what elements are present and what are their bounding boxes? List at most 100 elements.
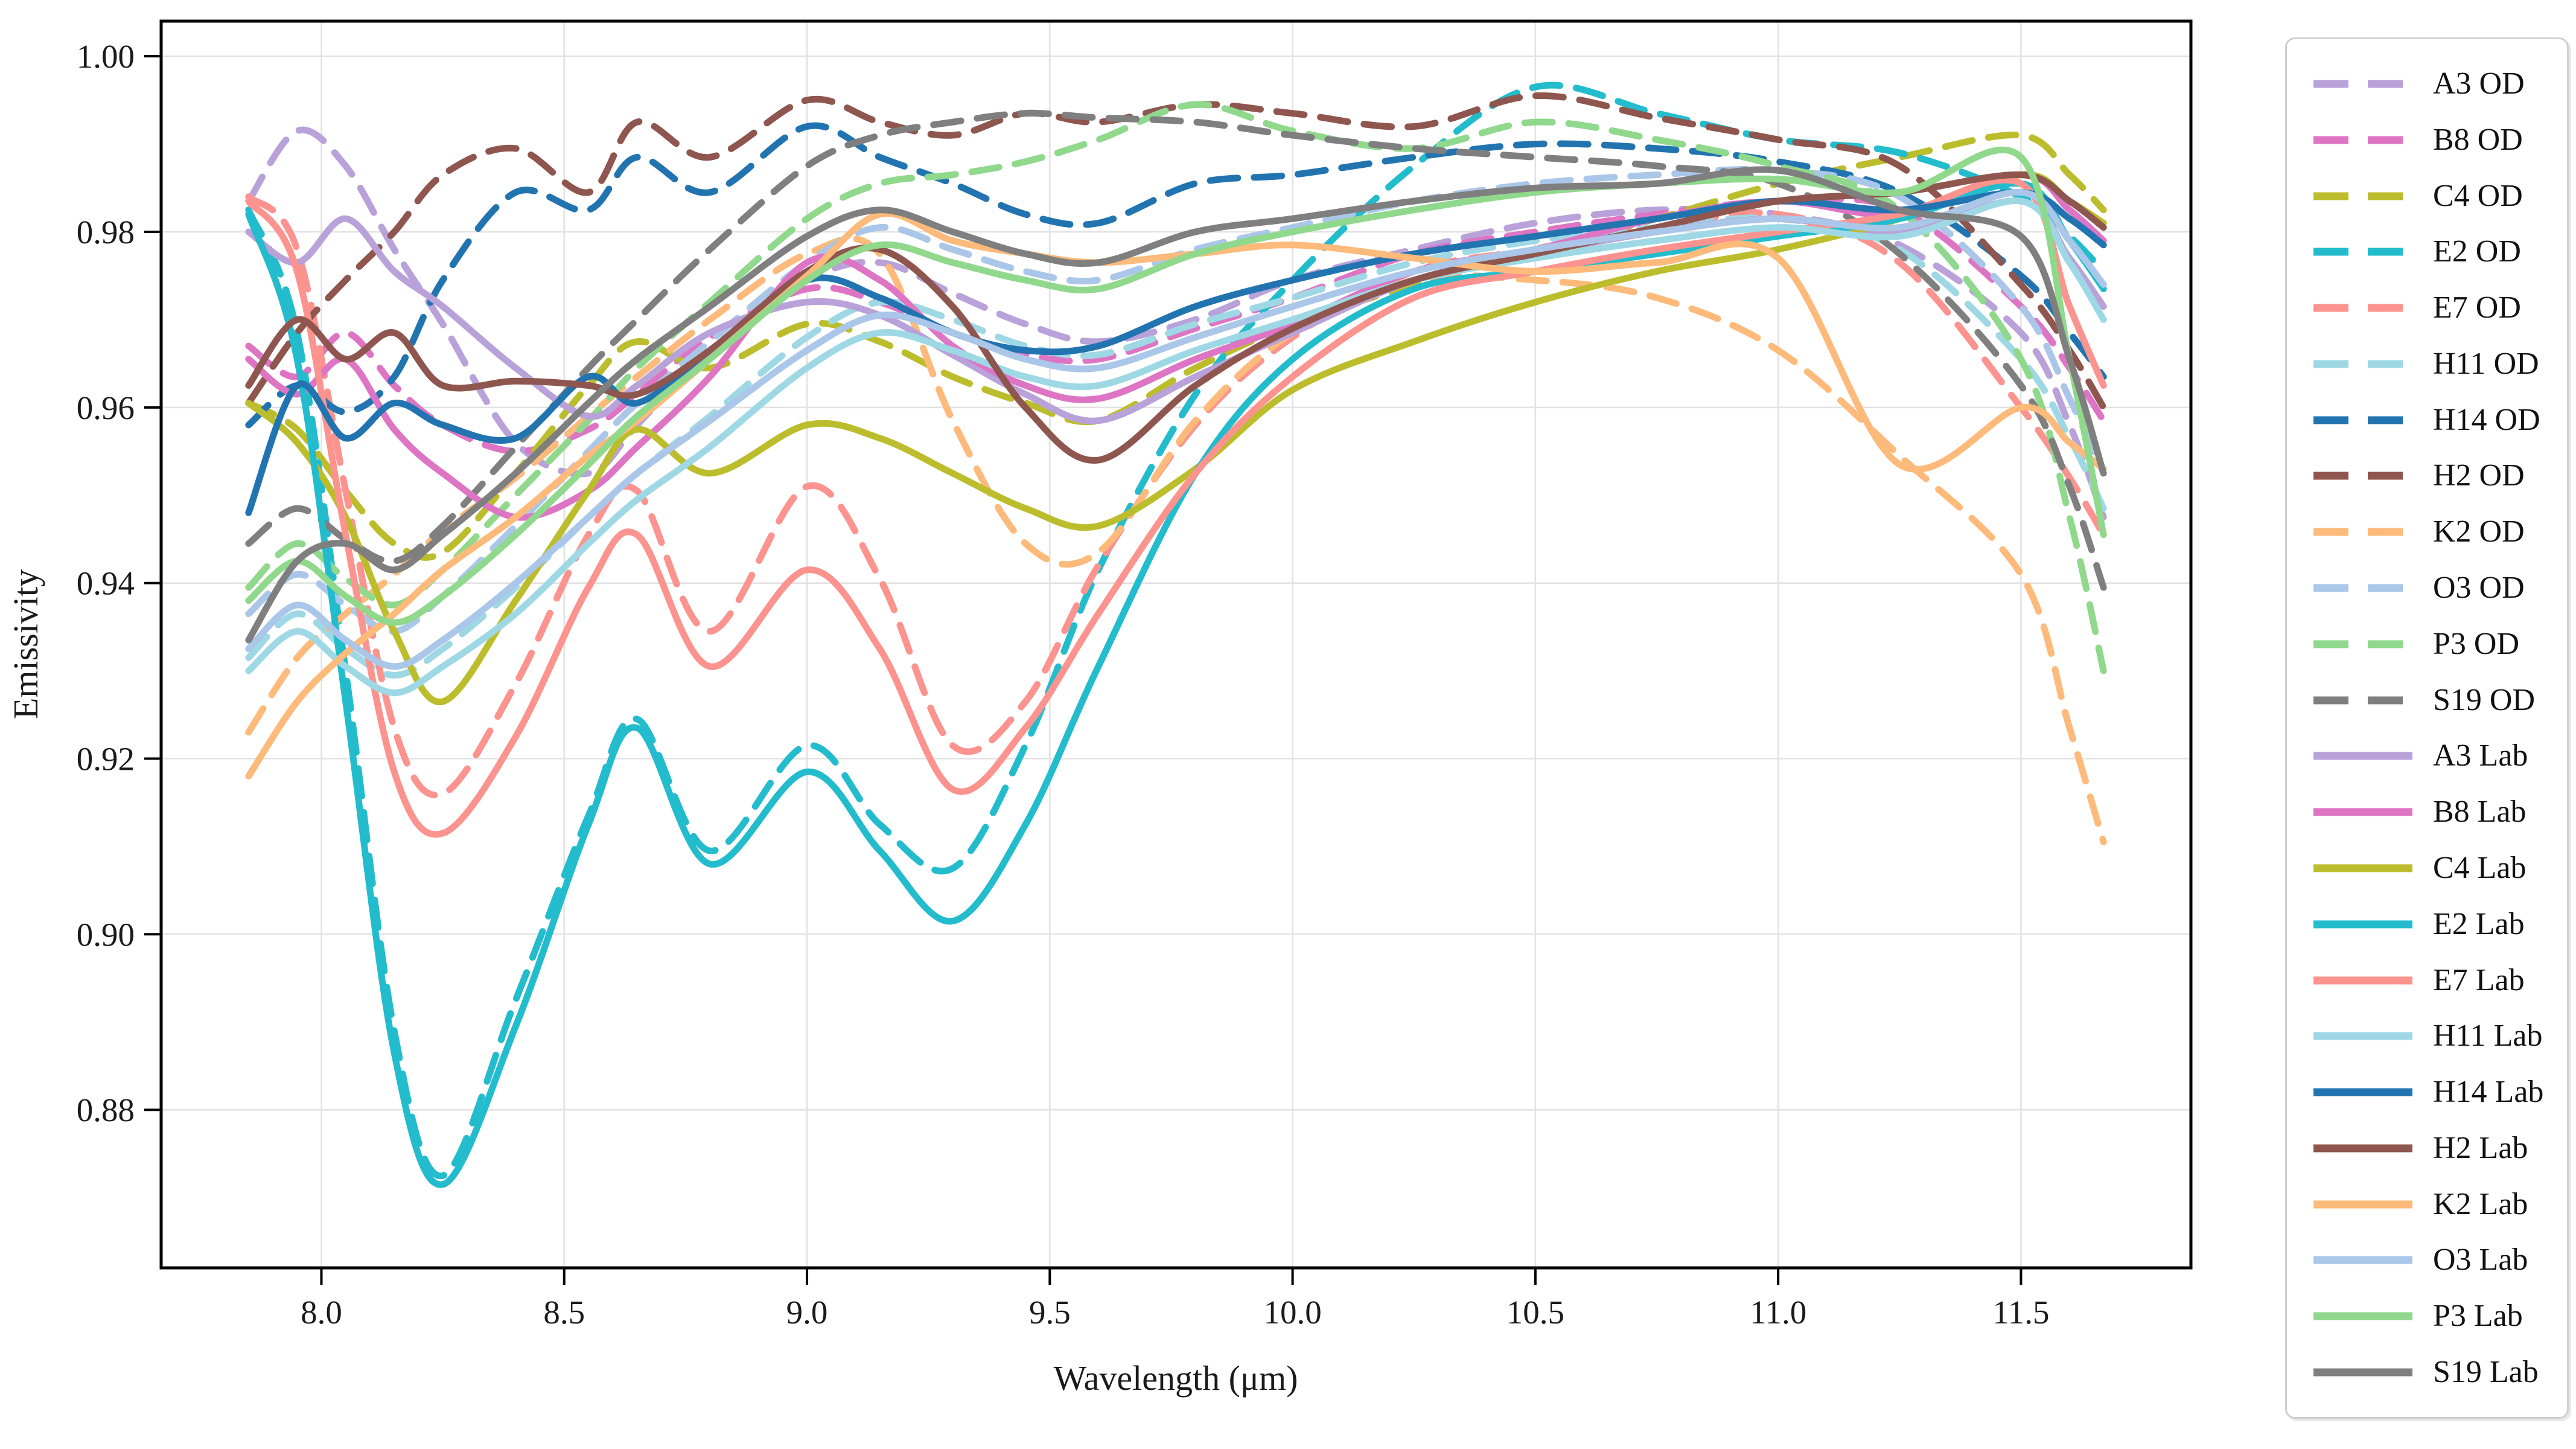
legend-label: K2 OD (2433, 514, 2525, 549)
dashed-line-swatch-icon (2313, 136, 2412, 144)
solid-line-swatch-icon (2313, 920, 2412, 929)
legend-label: H11 OD (2433, 346, 2539, 381)
legend-label: E7 Lab (2433, 962, 2525, 997)
legend-item: B8 OD (2311, 114, 2561, 167)
solid-line-swatch-icon (2313, 1032, 2412, 1040)
legend-label: P3 Lab (2433, 1299, 2523, 1334)
legend-label: S19 OD (2433, 682, 2536, 717)
solid-line-swatch-icon (2313, 1368, 2412, 1377)
series-line-h11-lab (245, 197, 2107, 696)
solid-line-swatch-icon (2313, 1200, 2412, 1209)
legend-label: B8 Lab (2433, 795, 2527, 830)
legend-item: K2 Lab (2311, 1178, 2561, 1231)
x-tick-label: 10.0 (1263, 1294, 1321, 1331)
legend-label: E2 OD (2433, 234, 2521, 269)
legend-label: C4 Lab (2433, 850, 2527, 885)
series-line-e2-lab (245, 180, 2107, 1188)
solid-line-swatch-icon (2313, 864, 2412, 872)
legend-label: P3 OD (2433, 626, 2520, 661)
legend-item: S19 OD (2311, 674, 2561, 727)
legend-item: H2 OD (2311, 449, 2561, 502)
solid-line-swatch-icon (2313, 1256, 2412, 1264)
x-tick-label: 8.0 (301, 1294, 342, 1331)
legend-label: O3 Lab (2433, 1243, 2528, 1278)
legend-item: H14 OD (2311, 394, 2561, 447)
legend-item: K2 OD (2311, 505, 2561, 558)
legend-item: E7 Lab (2311, 954, 2561, 1007)
dashed-line-swatch-icon (2313, 80, 2412, 88)
y-tick-label: 0.98 (77, 214, 135, 251)
x-tick-label: 10.5 (1506, 1294, 1564, 1331)
legend-label: A3 Lab (2433, 738, 2528, 773)
series-lines (245, 82, 2107, 1188)
solid-line-swatch-icon (2313, 1144, 2412, 1153)
dashed-line-swatch-icon (2313, 528, 2412, 536)
x-tick-label: 9.5 (1029, 1294, 1071, 1331)
dashed-line-swatch-icon (2313, 248, 2412, 256)
series-line-e7-od (245, 193, 2107, 799)
y-tick-label: 0.94 (77, 565, 135, 602)
legend-item: O3 Lab (2311, 1233, 2561, 1287)
dashed-line-swatch-icon (2313, 192, 2412, 200)
legend-label: H14 Lab (2433, 1075, 2544, 1110)
dashed-line-swatch-icon (2313, 584, 2412, 592)
series-line-e7-lab (245, 176, 2107, 838)
y-tick-label: 1.00 (77, 38, 135, 75)
legend-item: E7 OD (2311, 281, 2561, 334)
legend-label: E7 OD (2433, 290, 2521, 325)
solid-line-swatch-icon (2313, 752, 2412, 760)
x-tick-label: 9.0 (786, 1294, 828, 1331)
series-line-c4-lab (245, 171, 2107, 706)
dashed-line-swatch-icon (2313, 640, 2412, 648)
x-axis-label: Wavelength (μm) (1054, 1358, 1298, 1398)
solid-line-swatch-icon (2313, 976, 2412, 984)
legend-item: S19 Lab (2311, 1346, 2561, 1399)
legend-item: P3 Lab (2311, 1290, 2561, 1343)
solid-line-swatch-icon (2313, 1088, 2412, 1096)
legend-item: P3 OD (2311, 618, 2561, 671)
legend-item: C4 Lab (2311, 842, 2561, 895)
legend-label: A3 OD (2433, 66, 2525, 101)
legend-label: H11 Lab (2433, 1019, 2543, 1054)
legend-label: E2 Lab (2433, 906, 2525, 941)
legend-item: E2 Lab (2311, 898, 2561, 951)
x-tick-label: 8.5 (543, 1294, 585, 1331)
solid-line-swatch-icon (2313, 808, 2412, 816)
dashed-line-swatch-icon (2313, 696, 2412, 705)
axis-ticks (144, 55, 2023, 1285)
y-tick-label: 0.90 (77, 916, 135, 953)
legend-label: K2 Lab (2433, 1186, 2528, 1221)
x-tick-label: 11.5 (1992, 1294, 2049, 1331)
legend-item: A3 OD (2311, 57, 2561, 110)
solid-line-swatch-icon (2313, 1312, 2412, 1320)
dashed-line-swatch-icon (2313, 416, 2412, 424)
dashed-line-swatch-icon (2313, 360, 2412, 368)
series-line-o3-lab (245, 189, 2107, 670)
legend-label: H14 OD (2433, 402, 2540, 437)
legend-item: E2 OD (2311, 225, 2561, 278)
series-line-e2-od (245, 82, 2107, 1180)
legend-item: A3 Lab (2311, 729, 2561, 782)
legend-item: C4 OD (2311, 170, 2561, 223)
y-tick-label: 0.92 (77, 741, 135, 778)
chart-legend: A3 OD B8 OD C4 OD E2 OD E7 OD H11 OD H14 OD H2 … (2285, 37, 2569, 1419)
plot-border (159, 19, 2193, 1270)
tick-labels: 8.0 8.5 9.0 9.5 10.0 10.5 11.0 11.5 0.88 0.90 0.92… (77, 38, 2050, 1331)
legend-item: O3 OD (2311, 561, 2561, 615)
legend-label: S19 Lab (2433, 1354, 2539, 1389)
series-line-s19-lab (245, 166, 2107, 644)
legend-label: H2 OD (2433, 458, 2525, 493)
legend-item: H11 Lab (2311, 1009, 2561, 1063)
y-tick-label: 0.88 (77, 1092, 135, 1128)
legend-label: O3 OD (2433, 571, 2525, 606)
legend-label: C4 OD (2433, 178, 2523, 213)
dashed-line-swatch-icon (2313, 472, 2412, 480)
series-line-h2-lab (245, 171, 2107, 464)
legend-label: B8 OD (2433, 122, 2523, 157)
x-tick-label: 11.0 (1750, 1294, 1806, 1331)
series-line-h14-od (245, 122, 2107, 429)
y-axis-label: Emissivity (6, 569, 45, 719)
legend-item: H11 OD (2311, 337, 2561, 391)
y-tick-label: 0.96 (77, 389, 135, 426)
